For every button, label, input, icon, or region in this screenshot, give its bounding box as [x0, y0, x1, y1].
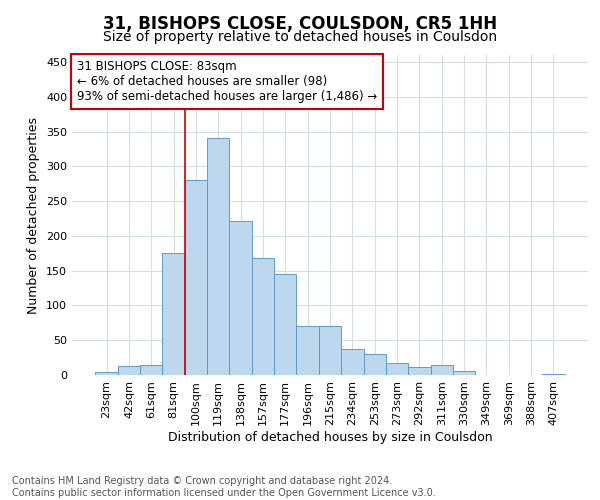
- Bar: [341, 350, 364, 375]
- Y-axis label: Number of detached properties: Number of detached properties: [28, 116, 40, 314]
- Bar: [274, 274, 296, 375]
- Bar: [453, 371, 475, 375]
- Bar: [408, 368, 431, 375]
- Bar: [431, 366, 453, 375]
- Bar: [229, 220, 252, 375]
- Bar: [542, 374, 565, 375]
- Bar: [207, 138, 229, 375]
- Bar: [386, 363, 408, 375]
- Text: Contains HM Land Registry data © Crown copyright and database right 2024.
Contai: Contains HM Land Registry data © Crown c…: [12, 476, 436, 498]
- Bar: [296, 326, 319, 375]
- Bar: [252, 258, 274, 375]
- Bar: [163, 254, 185, 375]
- X-axis label: Distribution of detached houses by size in Coulsdon: Distribution of detached houses by size …: [167, 430, 493, 444]
- Bar: [364, 354, 386, 375]
- Bar: [95, 372, 118, 375]
- Bar: [185, 180, 207, 375]
- Text: 31 BISHOPS CLOSE: 83sqm
← 6% of detached houses are smaller (98)
93% of semi-det: 31 BISHOPS CLOSE: 83sqm ← 6% of detached…: [77, 60, 377, 103]
- Text: Size of property relative to detached houses in Coulsdon: Size of property relative to detached ho…: [103, 30, 497, 44]
- Bar: [118, 366, 140, 375]
- Bar: [319, 326, 341, 375]
- Text: 31, BISHOPS CLOSE, COULSDON, CR5 1HH: 31, BISHOPS CLOSE, COULSDON, CR5 1HH: [103, 15, 497, 33]
- Bar: [140, 366, 163, 375]
